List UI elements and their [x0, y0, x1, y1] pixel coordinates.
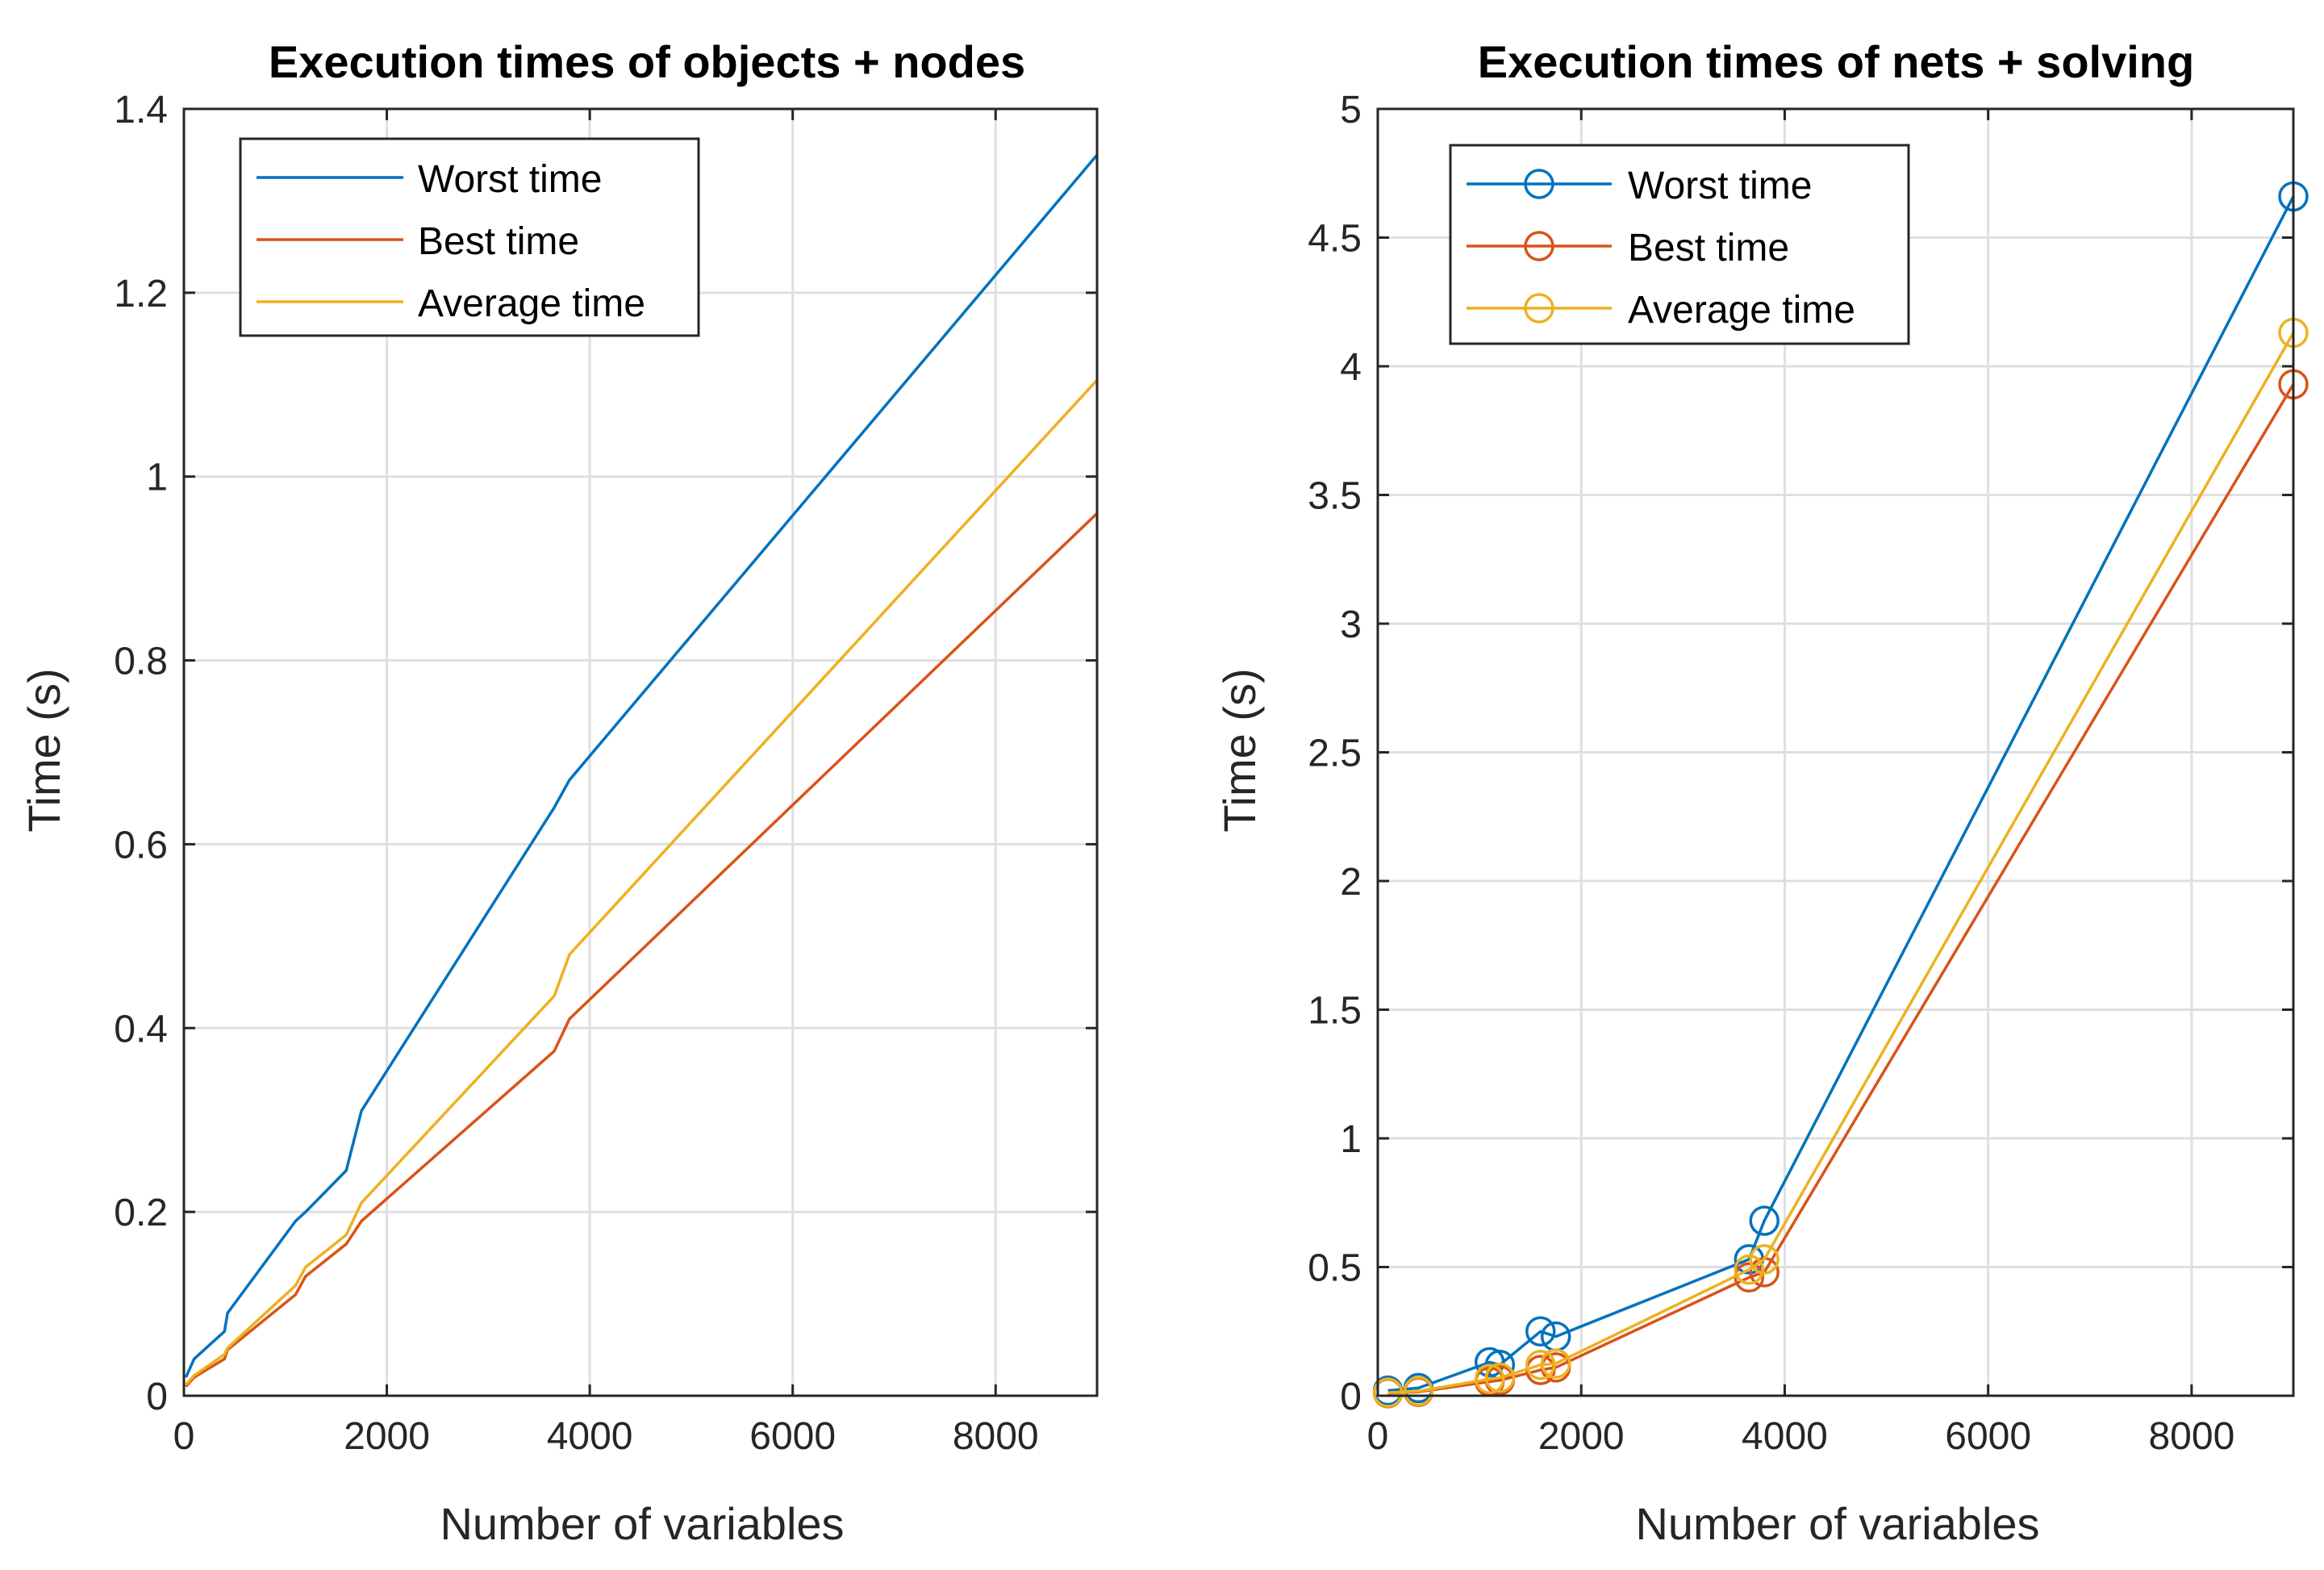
y-tick-label: 1 [146, 457, 168, 499]
y-tick-label: 4 [1340, 346, 1362, 389]
series-line-worst-time [184, 153, 1099, 1378]
data-point-worst-time [1525, 1316, 1556, 1347]
y-tick-label: 0.2 [114, 1192, 168, 1234]
data-point-average-time [1372, 1377, 1404, 1408]
x-tick-label: 0 [173, 1415, 195, 1458]
y-axis-label: Time (s) [1214, 668, 1265, 832]
x-tick-labels: 0 2000 4000 6000 8000 [1367, 1415, 2235, 1458]
legend-label: Best time [418, 220, 579, 263]
chart-nets-solving: Execution times of nets + solving 0 2000 4… [1214, 36, 2309, 1549]
legend-label: Worst time [418, 158, 602, 201]
y-tick-label: 0 [146, 1376, 168, 1418]
y-tick-label: 0.4 [114, 1008, 168, 1050]
x-tick-labels: 0 2000 4000 6000 8000 [173, 1415, 1039, 1458]
axes-frame [182, 107, 1099, 1397]
legend: Worst time Best time Average time [239, 137, 700, 337]
data-point-average-time [1734, 1254, 1765, 1285]
y-tick-label: 4.5 [1308, 218, 1362, 261]
x-tick-label: 2000 [1538, 1415, 1625, 1458]
x-axis-label: Number of variables [440, 1498, 844, 1549]
y-tick-label: 3 [1340, 603, 1362, 646]
y-axis-label: Time (s) [19, 668, 69, 832]
data-point-average-time [1540, 1348, 1571, 1379]
data-point-average-time [1484, 1362, 1516, 1393]
legend-label: Average time [1628, 289, 1855, 332]
data-point-average-time [1403, 1376, 1434, 1407]
x-tick-label: 4000 [1742, 1415, 1828, 1458]
tick-marks [182, 107, 1097, 1397]
gridlines [1378, 109, 2293, 1396]
y-tick-label: 3.5 [1308, 475, 1362, 518]
series-lines [1372, 181, 2309, 1409]
legend-marker-worst-time [1524, 169, 1554, 199]
y-tick-label: 1.5 [1308, 990, 1362, 1033]
tick-marks [1376, 107, 2293, 1397]
series-lines [184, 153, 1099, 1388]
y-tick-label: 1 [1340, 1118, 1362, 1161]
x-tick-label: 8000 [953, 1415, 1039, 1458]
series-line-average-time [185, 378, 1099, 1386]
x-axis-label: Number of variables [1635, 1498, 2039, 1549]
y-tick-label: 5 [1340, 89, 1362, 132]
x-tick-label: 0 [1367, 1415, 1389, 1458]
x-tick-label: 6000 [1945, 1415, 2031, 1458]
y-tick-label: 2 [1340, 861, 1362, 904]
legend-label: Best time [1628, 227, 1789, 269]
series-line-best-time [185, 512, 1099, 1388]
legend-label: Average time [418, 282, 645, 325]
legend-marker-average-time [1524, 293, 1554, 324]
y-tick-labels: 0 0.2 0.4 0.6 0.8 1 1.2 1.4 [114, 89, 168, 1418]
x-tick-label: 4000 [547, 1415, 633, 1458]
y-tick-label: 0.8 [114, 641, 168, 683]
y-tick-labels: 0 0.5 1 1.5 2 2.5 3 3.5 4 4.5 5 [1308, 89, 1362, 1418]
legend: Worst time Best time Average time [1449, 144, 1910, 345]
series-line-average-time [1387, 332, 2295, 1394]
chart-objects-nodes: Execution times of objects + nodes 0 2000… [19, 36, 1099, 1549]
data-point-average-time [1474, 1363, 1505, 1395]
y-tick-label: 2.5 [1308, 733, 1362, 775]
y-tick-label: 0 [1340, 1376, 1362, 1418]
y-tick-label: 0.6 [114, 824, 168, 866]
chart-title: Execution times of objects + nodes [269, 36, 1025, 87]
x-tick-label: 6000 [749, 1415, 836, 1458]
legend-marker-best-time [1524, 231, 1554, 261]
y-tick-label: 0.5 [1308, 1247, 1362, 1290]
chart-title: Execution times of nets + solving [1478, 36, 2194, 87]
legend-label: Worst time [1628, 165, 1812, 207]
data-point-average-time [1749, 1244, 1780, 1275]
data-point-worst-time [1749, 1205, 1780, 1236]
x-tick-label: 2000 [344, 1415, 430, 1458]
y-tick-label: 1.4 [114, 89, 168, 132]
x-tick-label: 8000 [2148, 1415, 2234, 1458]
y-tick-label: 1.2 [114, 273, 168, 315]
data-point-average-time [1525, 1349, 1556, 1380]
